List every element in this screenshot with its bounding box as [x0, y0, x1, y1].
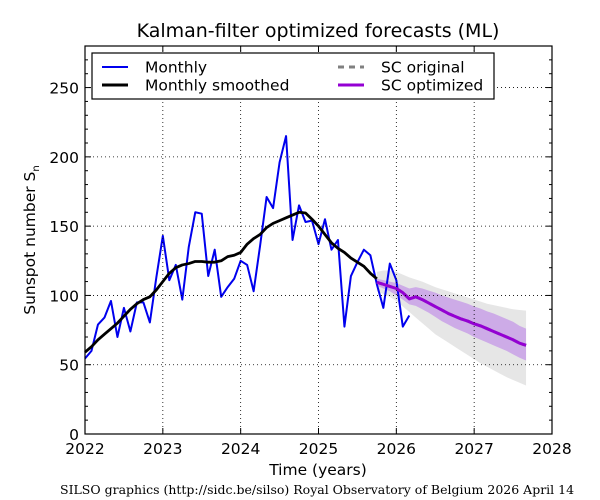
y-axis-label: Sunspot number Sn: [21, 165, 42, 315]
gridlines: [85, 46, 552, 434]
y-tick-labels: 0 50 100 150 200 250: [49, 80, 79, 444]
monthly-smoothed-line: [84, 210, 378, 354]
x-tick-label: 2023: [143, 440, 182, 458]
legend-label-monthly-smoothed: Monthly smoothed: [145, 77, 289, 95]
y-tick-label: 250: [49, 80, 79, 98]
legend-label-sc-optimized: SC optimized: [381, 77, 483, 95]
legend-label-sc-original: SC original: [381, 59, 465, 77]
y-tick-label: 50: [59, 357, 79, 375]
x-tick-label: 2025: [299, 440, 338, 458]
y-axis-label-main: Sunspot number S: [21, 172, 39, 315]
x-tick-label: 2028: [532, 440, 571, 458]
chart-title: Kalman-filter optimized forecasts (ML): [137, 20, 500, 42]
x-tick-labels: 2022 2023 2024 2025 2026 2027 2028: [65, 440, 571, 458]
x-axis-label: Time (years): [268, 461, 367, 479]
sc-optimized-line: [376, 280, 527, 347]
y-tick-label: 150: [49, 218, 79, 236]
x-tick-label: 2026: [377, 440, 416, 458]
y-axis-label-group: Sunspot number Sn: [21, 165, 42, 315]
x-tick-label: 2024: [221, 440, 260, 458]
y-axis-label-subscript: n: [31, 165, 42, 171]
legend-box: [91, 52, 495, 100]
x-tick-label: 2022: [65, 440, 104, 458]
legend-label-monthly: Monthly: [145, 59, 207, 77]
y-tick-label: 200: [49, 149, 79, 167]
y-tick-label: 100: [49, 287, 79, 305]
x-tick-label: 2027: [454, 440, 493, 458]
plot-frame: [84, 45, 553, 435]
sc-optimized-band: [376, 278, 527, 361]
footer-credit: SILSO graphics (http://sidc.be/silso) Ro…: [60, 482, 574, 497]
plot-area: [84, 135, 527, 386]
y-tick-label: 0: [69, 426, 79, 444]
